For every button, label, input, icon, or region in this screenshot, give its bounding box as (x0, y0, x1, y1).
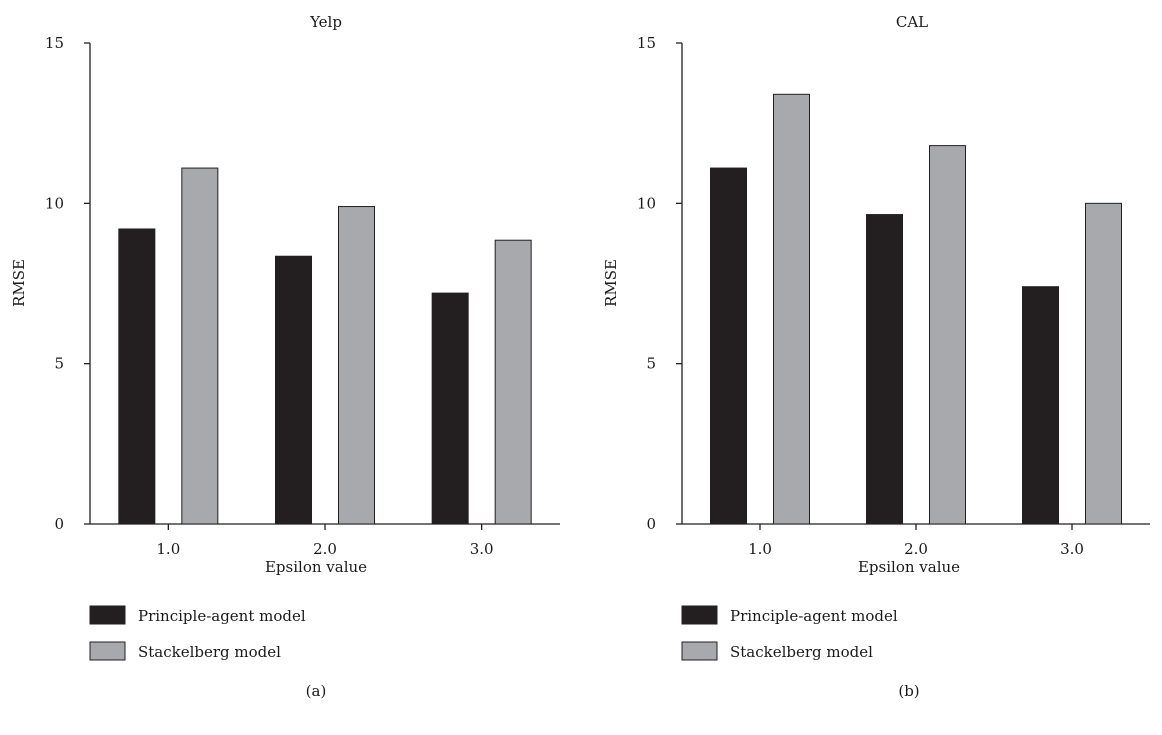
chart-title: Yelp (309, 13, 342, 31)
y-tick-label: 5 (54, 355, 64, 373)
bar-stackelberg-1.0 (181, 167, 219, 525)
bar-principle-agent-3.0 (1022, 286, 1059, 525)
y-tick-label: 0 (54, 515, 64, 533)
bar-stackelberg-3.0 (1085, 202, 1122, 525)
legend-label-principle-agent: Principle-agent model (138, 607, 306, 625)
y-tick-label: 15 (637, 34, 656, 52)
y-tick-label: 5 (646, 355, 656, 373)
legend-label-stackelberg: Stackelberg model (730, 643, 873, 661)
bar-principle-agent-3.0 (431, 292, 469, 525)
y-ticks: 0 5 10 15 (45, 34, 90, 533)
legend-label-stackelberg: Stackelberg model (138, 643, 281, 661)
bar-principle-agent-1.0 (118, 228, 156, 525)
bars (710, 93, 1122, 525)
y-axis-label: RMSE (602, 259, 620, 307)
axes (681, 43, 1150, 525)
panel-caption: (a) (306, 682, 327, 700)
x-ticks: 1.0 2.0 3.0 (156, 524, 494, 558)
x-tick-label: 2.0 (313, 540, 337, 558)
bar-principle-agent-1.0 (710, 167, 747, 525)
legend: Principle-agent model Stackelberg model (681, 605, 898, 661)
legend-swatch-stackelberg (681, 641, 718, 661)
bar-stackelberg-1.0 (773, 93, 810, 525)
x-tick-label: 2.0 (904, 540, 928, 558)
bar-principle-agent-2.0 (866, 214, 903, 525)
y-axis-label: RMSE (10, 259, 28, 307)
x-tick-label: 3.0 (470, 540, 494, 558)
legend-swatch-principle-agent (89, 605, 126, 625)
legend-swatch-stackelberg (89, 641, 126, 661)
legend-label-principle-agent: Principle-agent model (730, 607, 898, 625)
bar-principle-agent-2.0 (275, 255, 312, 525)
chart-title: CAL (896, 13, 928, 31)
y-tick-label: 10 (45, 194, 64, 212)
x-ticks: 1.0 2.0 3.0 (748, 524, 1084, 558)
x-tick-label: 3.0 (1060, 540, 1084, 558)
chart-panel-yelp: Yelp RMSE 0 5 10 15 1.0 2.0 3.0 Epsilon value… (10, 13, 560, 700)
x-tick-label: 1.0 (748, 540, 772, 558)
legend: Principle-agent model Stackelberg model (89, 605, 306, 661)
bar-stackelberg-3.0 (494, 239, 532, 525)
y-tick-label: 0 (646, 515, 656, 533)
bar-stackelberg-2.0 (929, 145, 966, 525)
bars (118, 167, 532, 525)
panel-caption: (b) (898, 682, 919, 700)
legend-swatch-principle-agent (681, 605, 718, 625)
y-tick-label: 15 (45, 34, 64, 52)
axes (89, 43, 560, 525)
x-axis-label: Epsilon value (265, 558, 367, 576)
y-tick-label: 10 (637, 194, 656, 212)
y-ticks: 0 5 10 15 (637, 34, 682, 533)
x-axis-label: Epsilon value (858, 558, 960, 576)
bar-stackelberg-2.0 (338, 206, 375, 525)
x-tick-label: 1.0 (156, 540, 180, 558)
